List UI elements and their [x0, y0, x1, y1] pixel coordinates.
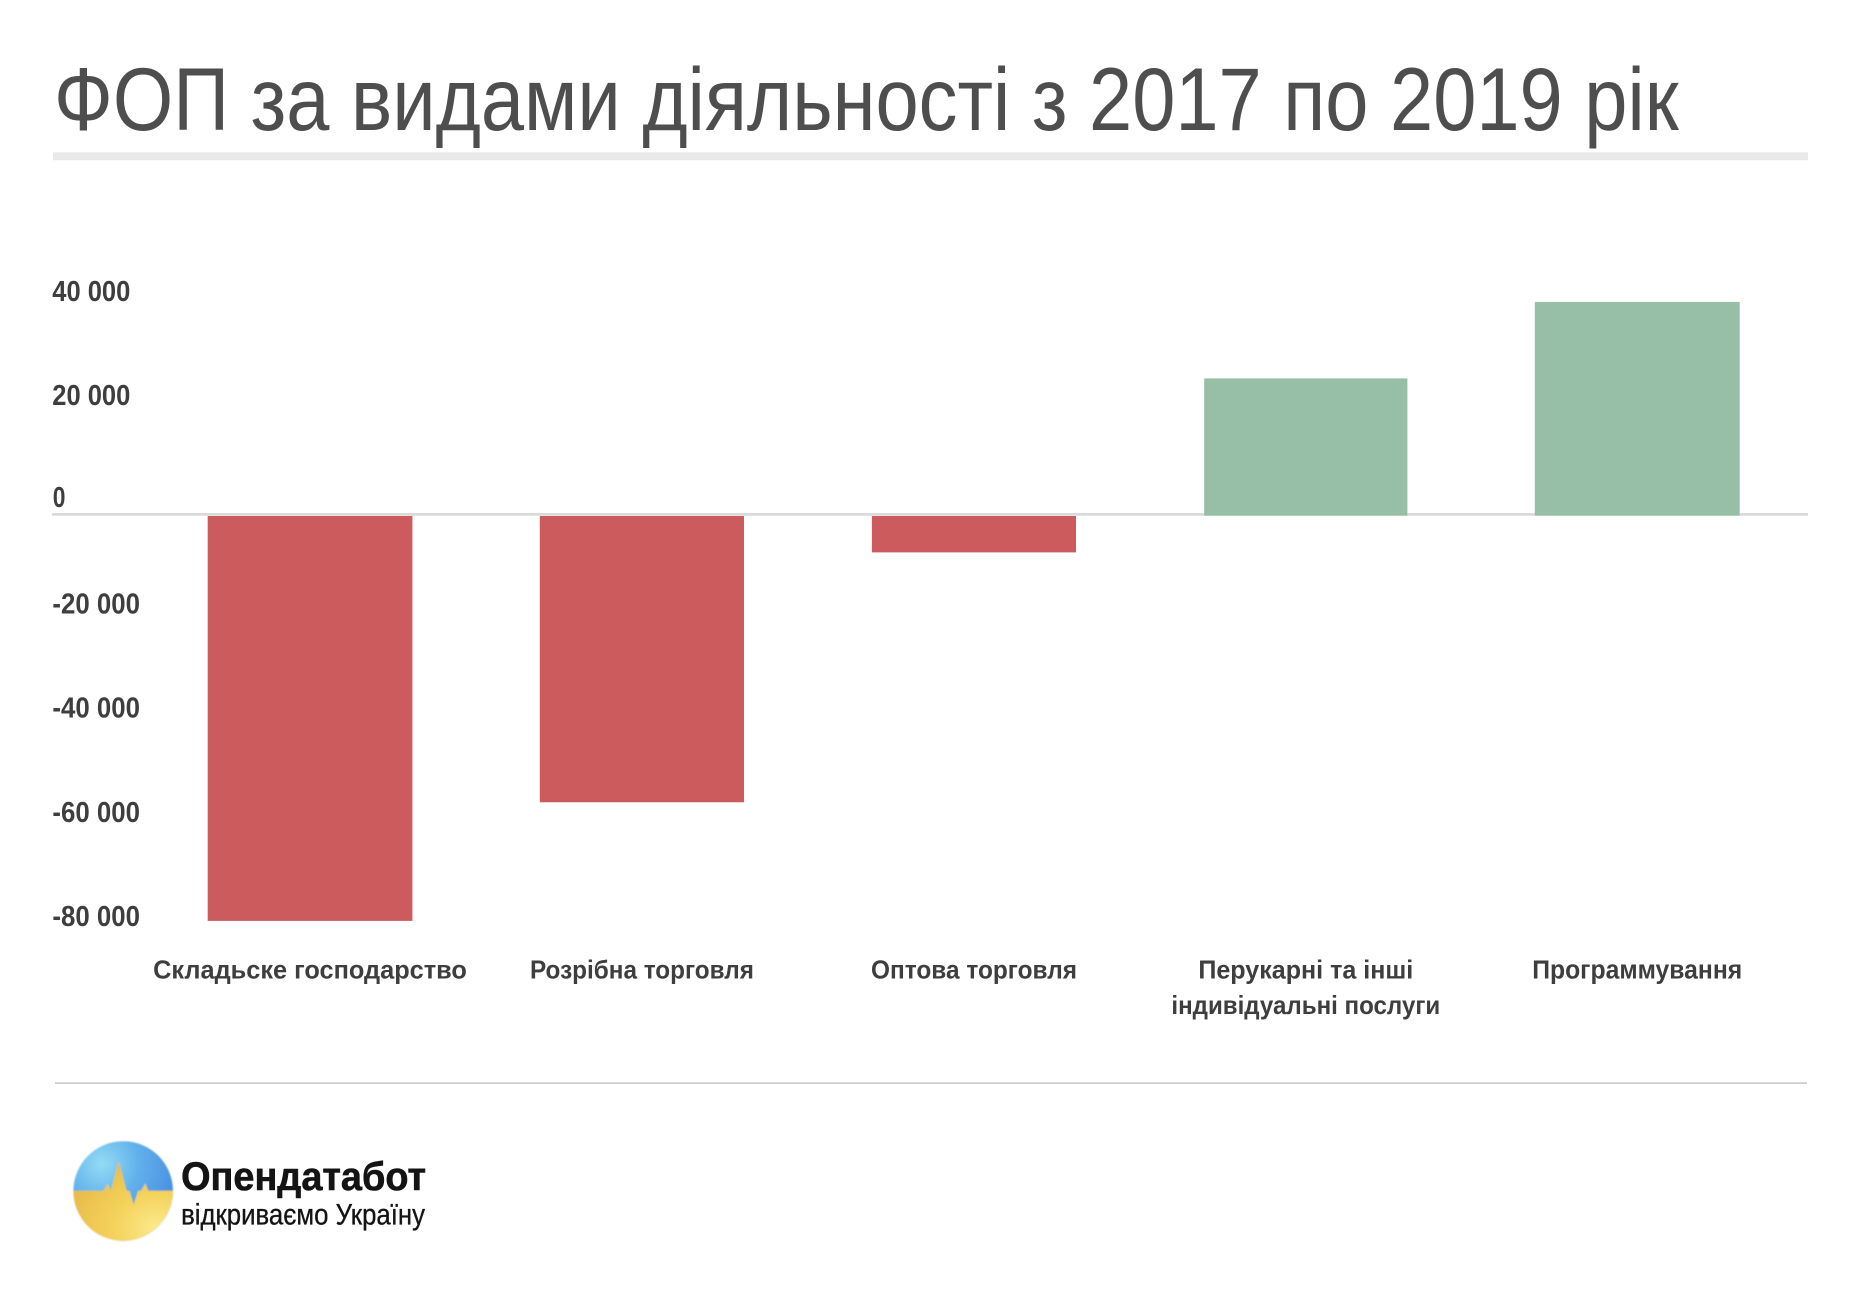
svg-text:індивідуальні послуги: індивідуальні послуги — [1171, 992, 1440, 1020]
svg-text:Перукарні та інші: Перукарні та інші — [1198, 956, 1413, 984]
svg-text:20 000: 20 000 — [52, 378, 130, 411]
svg-text:Оптова торговля: Оптова торговля — [871, 956, 1077, 985]
svg-text:0: 0 — [53, 481, 66, 514]
svg-text:40 000: 40 000 — [52, 274, 130, 307]
svg-text:Опендатабот: Опендатабот — [181, 1155, 426, 1199]
svg-text:Программування: Программування — [1532, 956, 1742, 984]
svg-text:-60 000: -60 000 — [52, 795, 140, 828]
svg-text:-40 000: -40 000 — [52, 691, 140, 724]
svg-text:-80 000: -80 000 — [52, 900, 140, 933]
svg-text:ФОП за видами діяльності з 201: ФОП за видами діяльності з 2017 по 2019 … — [54, 49, 1679, 149]
svg-text:відкриваємо Україну: відкриваємо Україну — [181, 1197, 425, 1230]
svg-text:Складьске господарство: Складьске господарство — [153, 956, 467, 984]
svg-text:Розрібна торговля: Розрібна торговля — [530, 956, 754, 985]
svg-text:-20 000: -20 000 — [52, 587, 140, 620]
